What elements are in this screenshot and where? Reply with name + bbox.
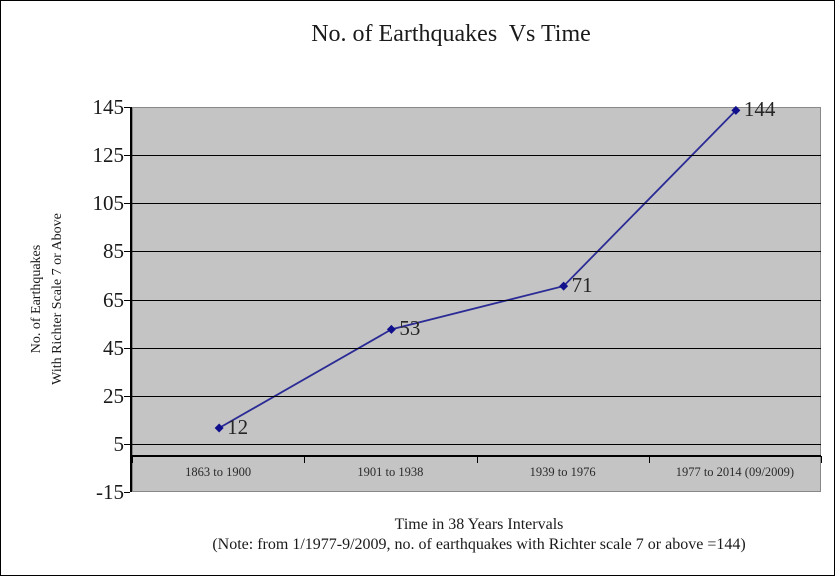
y-tick-label: 25 (103, 383, 124, 408)
x-axis-tick (132, 455, 133, 463)
gridline (132, 347, 821, 349)
x-axis-tick (821, 455, 822, 463)
x-axis-title-line: Time in 38 Years Intervals (394, 516, 564, 533)
gridline (132, 395, 821, 397)
y-tick-label: 65 (103, 287, 124, 312)
x-axis-tick (648, 455, 650, 463)
data-point-marker (559, 281, 569, 291)
data-point-label: 12 (227, 415, 249, 439)
category-label: 1939 to 1976 (529, 464, 596, 479)
data-point-marker (214, 423, 224, 433)
gridline (132, 155, 821, 157)
gridline (132, 299, 821, 301)
y-axis-tick (124, 203, 130, 205)
y-axis-tick (124, 251, 130, 253)
y-axis-tick (124, 492, 130, 493)
x-axis-tick (476, 455, 478, 463)
y-axis-tick (124, 347, 130, 349)
data-point-marker (731, 105, 741, 115)
data-point-label: 144 (743, 97, 776, 122)
data-point-marker (386, 324, 396, 334)
category-label: 1863 to 1900 (185, 464, 252, 479)
y-tick-label: 5 (113, 431, 125, 456)
y-axis-tick (124, 155, 130, 157)
x-axis-tick (304, 455, 306, 463)
y-tick-label: 105 (92, 191, 125, 216)
line-series (214, 105, 741, 433)
data-point-label: 71 (571, 273, 593, 298)
y-tick-label: 125 (92, 143, 125, 168)
x-axis-title: Time in 38 Years Intervals (Note: from 1… (212, 515, 745, 555)
data-point-label: 53 (399, 316, 421, 341)
y-axis-tick (124, 395, 130, 397)
chart-title: No. of Earthquakes Vs Time (311, 21, 591, 47)
y-tick-label: -15 (96, 480, 124, 504)
y-axis-tick (124, 107, 130, 108)
gridline (132, 251, 821, 253)
x-axis-note: (Note: from 1/1977-9/2009, no. of earthq… (212, 536, 746, 553)
y-tick-label: 85 (103, 239, 124, 264)
y-tick-label: 145 (92, 95, 125, 119)
y-axis-tick (124, 443, 130, 445)
category-label: 1901 to 1938 (357, 464, 424, 479)
series-line (218, 109, 737, 429)
gridline (132, 203, 821, 205)
y-tick-label: 45 (103, 335, 124, 360)
category-label: 1977 to 2014 (09/2009) (675, 464, 795, 479)
y-axis-tick (124, 299, 130, 301)
y-axis-line (130, 107, 132, 492)
gridline (132, 443, 821, 445)
